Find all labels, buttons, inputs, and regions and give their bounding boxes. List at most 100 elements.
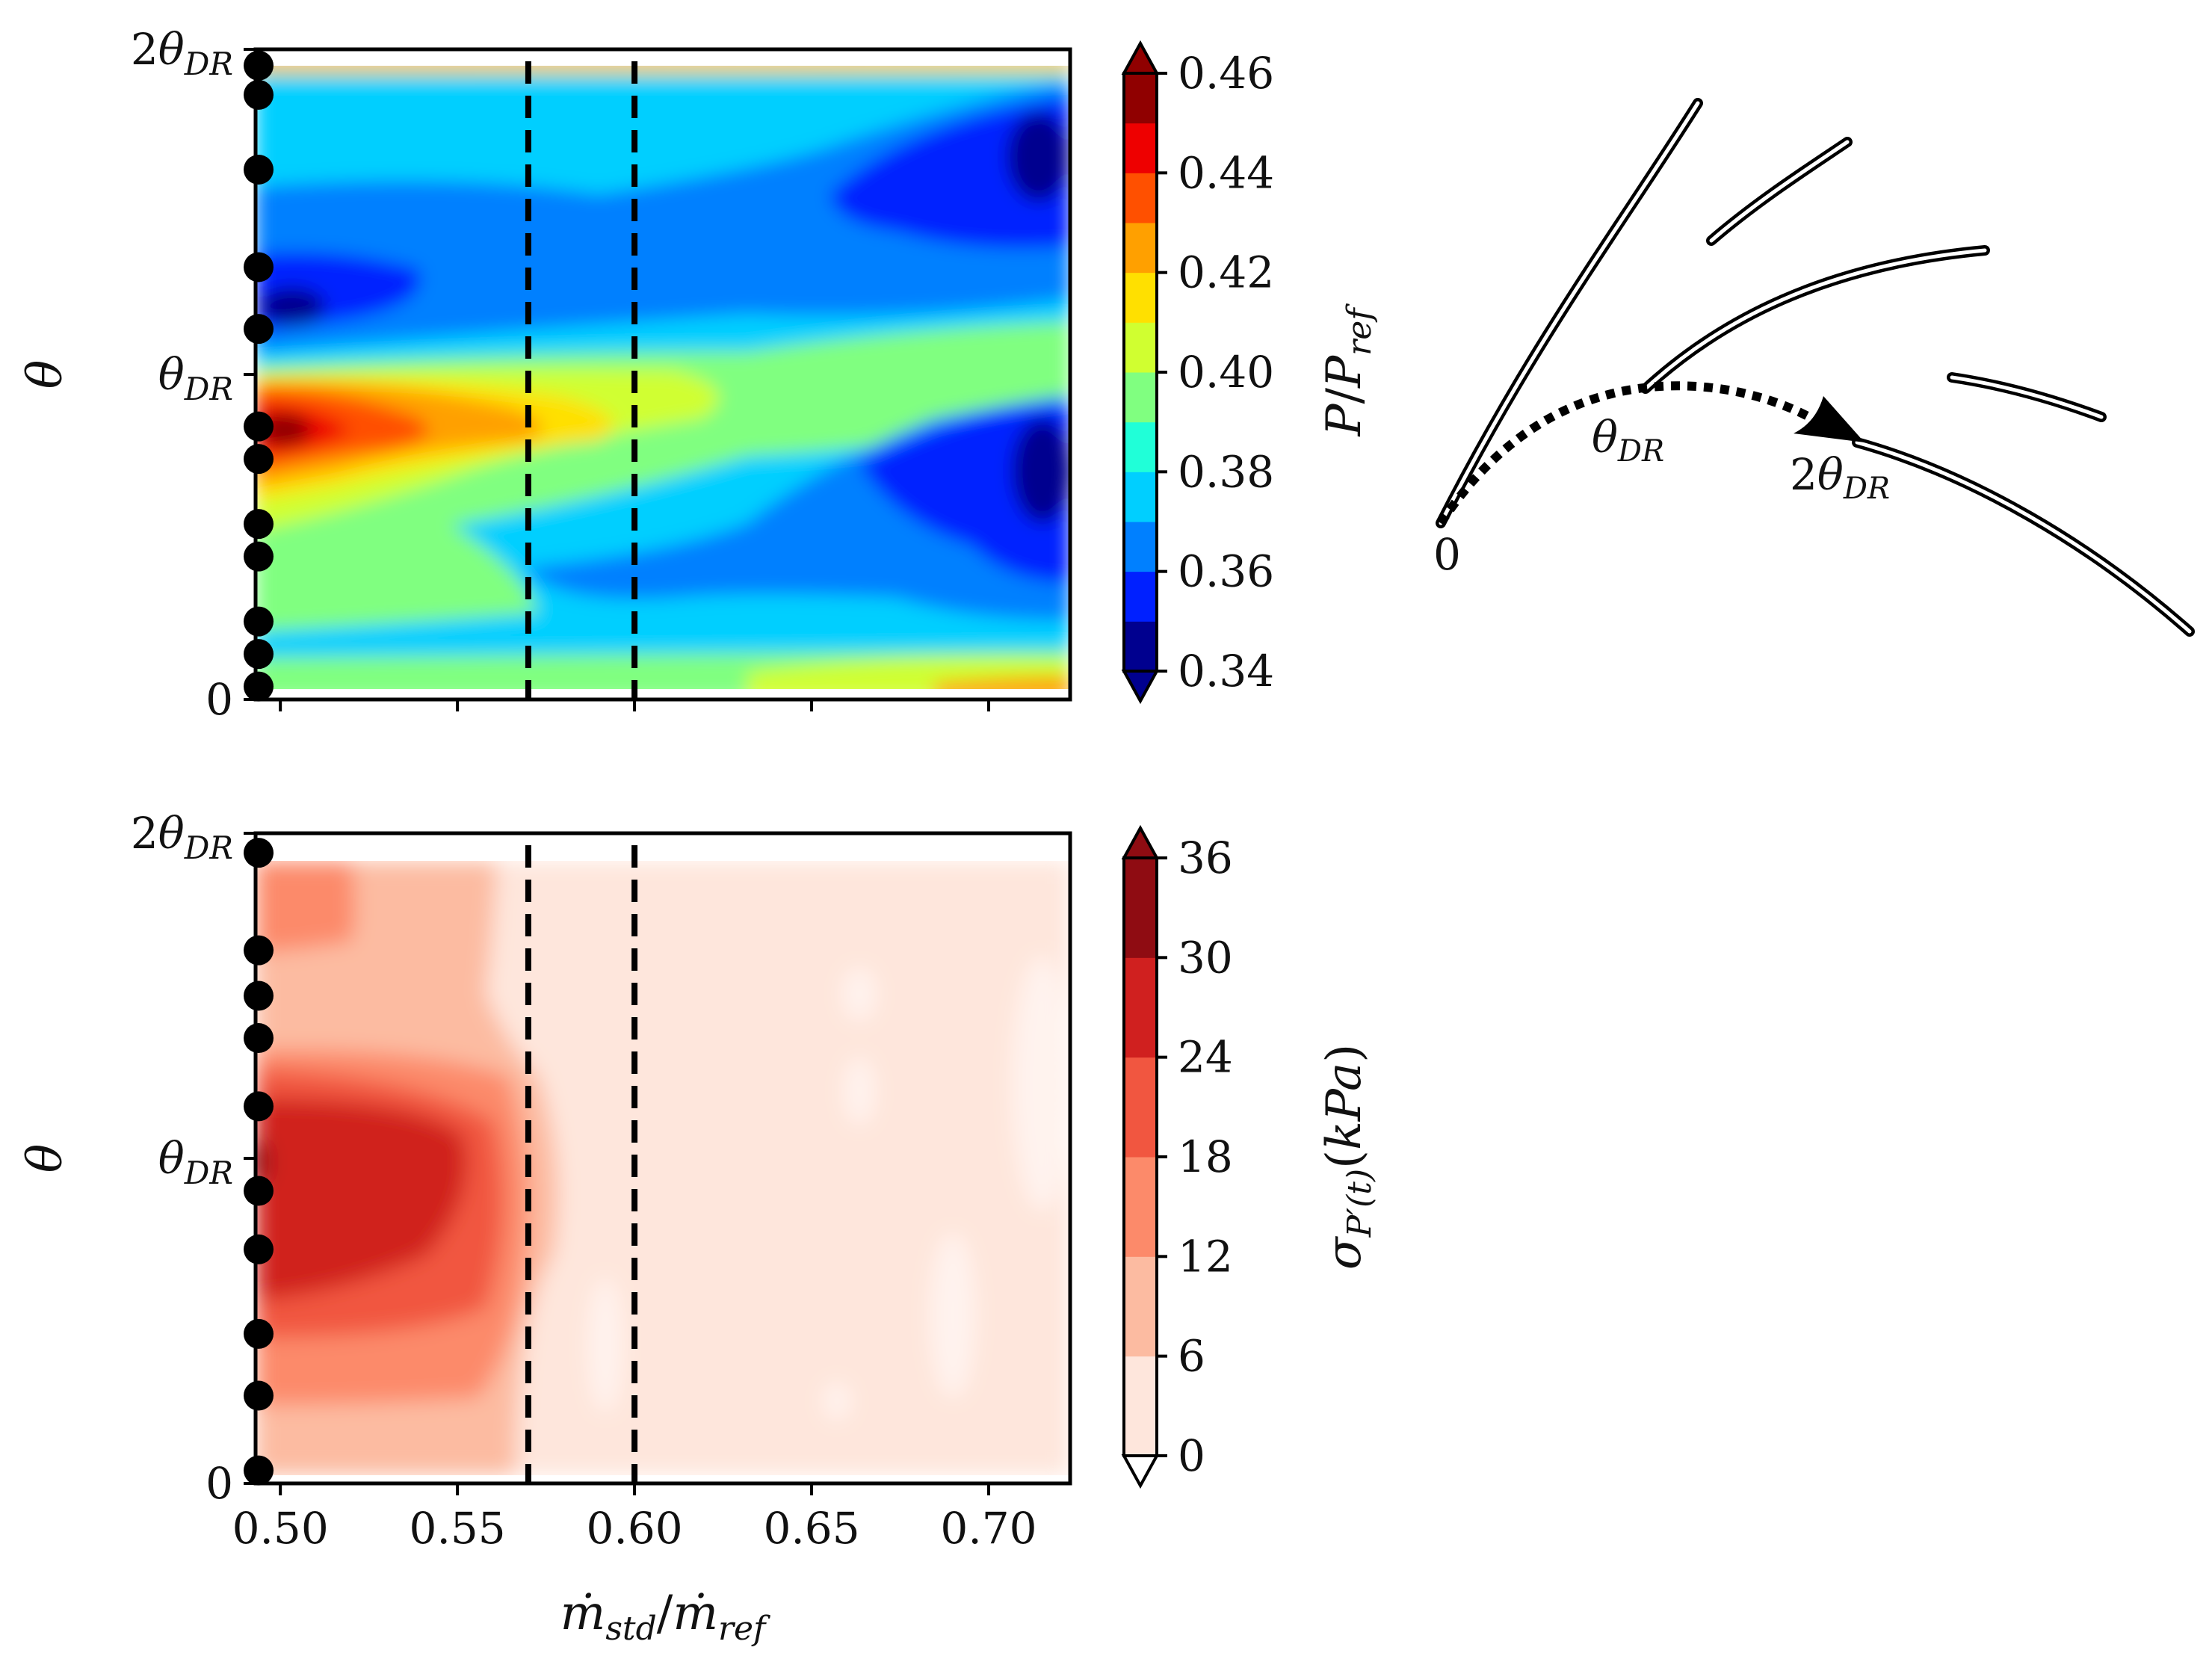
- fluctuation-contours: [256, 833, 1070, 1483]
- top-cbar-seg-3: [1124, 472, 1157, 522]
- fluct-region-peak: [256, 1140, 269, 1184]
- bot-cbar-tick-label-3: 18: [1178, 1131, 1233, 1182]
- bot-cbar-seg-1: [1124, 1256, 1157, 1357]
- blade-4: [1947, 372, 2107, 422]
- bot-xtick-label-2: 0.60: [587, 1503, 683, 1554]
- fluctuation-axes: 0.50 0.55 0.60 0.65 0.70 0 θDR 2θDR θ ṁstd/ṁref: [18, 808, 1037, 1648]
- bot-cbar-label: σP′(t)(kPa): [1317, 1044, 1379, 1270]
- top-ytick-label-0: 0: [206, 674, 233, 725]
- top-probe-5: [244, 411, 274, 442]
- pressure-region-upper-right-navy: [1007, 112, 1070, 202]
- mean-pressure-probe-markers: [244, 50, 274, 702]
- top-cbar-label: P/Pref: [1317, 303, 1379, 437]
- top-cbar-seg-2: [1124, 522, 1157, 572]
- top-cbar-seg-5: [1124, 372, 1157, 423]
- top-cbar-seg-11: [1124, 73, 1157, 124]
- fluctuation-operating-lines: [525, 845, 638, 1483]
- bot-ylabel: θ: [18, 1144, 73, 1173]
- fluct-region-blotch-5: [589, 1278, 622, 1412]
- top-probe-1: [244, 79, 274, 110]
- fluct-region-medium: [256, 861, 355, 953]
- bot-probe-8: [244, 1380, 274, 1411]
- bot-cbar-tick-label-6: 0: [1178, 1430, 1205, 1481]
- pitch-arc: [1436, 381, 1834, 526]
- blade-5: [1852, 437, 2195, 637]
- top-cbar-seg-10: [1124, 123, 1157, 173]
- top-cbar-tick-label-4: 0.38: [1178, 446, 1274, 497]
- blade-3: [1640, 245, 1990, 394]
- fluct-region-blotch-4: [1013, 957, 1070, 1211]
- top-cbar-extend-low: [1121, 670, 1160, 705]
- bot-cbar-tick-label-1: 30: [1178, 932, 1233, 983]
- fluct-region-blotch-6: [824, 1383, 850, 1420]
- bot-ytick-label-2: 2θDR: [131, 808, 233, 866]
- bot-probe-3: [244, 1023, 274, 1054]
- top-cbar-seg-0: [1124, 621, 1157, 672]
- pressure-region-lower-right-navy: [1013, 418, 1070, 523]
- blade-1: [1436, 98, 1703, 528]
- top-cbar-extend-high: [1121, 40, 1160, 75]
- fluct-region-blotch-1: [843, 968, 876, 1020]
- top-cbar-seg-6: [1124, 322, 1157, 373]
- top-ytick-label-2: 2θDR: [131, 24, 233, 82]
- bot-cbar-extend-high: [1121, 824, 1160, 859]
- bot-cbar-tick-label-5: 6: [1178, 1331, 1205, 1382]
- bot-probe-1: [244, 935, 274, 966]
- bot-ytick-label-0: 0: [206, 1458, 233, 1509]
- mean-pressure-panel: 0 θDR 2θDR θ 0.46 0.44 0.42 0.40 0.38 0.36 0.34 P/…: [18, 24, 1379, 725]
- bot-probe-6: [244, 1234, 274, 1264]
- bot-xlabel: ṁstd/ṁref: [560, 1586, 770, 1648]
- fluct-region-blotch-2: [844, 1057, 874, 1125]
- mean-pressure-axes: 0 θDR 2θDR θ: [18, 24, 990, 725]
- top-cbar-tick-label-5: 0.36: [1178, 546, 1274, 597]
- top-cbar-seg-4: [1124, 421, 1157, 472]
- bot-xtick-label-0: 0.50: [232, 1503, 329, 1554]
- top-cbar-seg-7: [1124, 272, 1157, 323]
- bot-cbar-seg-3: [1124, 1057, 1157, 1158]
- top-ytick-label-1: θDR: [158, 349, 233, 407]
- fluctuation-probe-markers: [244, 838, 274, 1486]
- top-probe-11: [244, 671, 274, 702]
- top-ylabel: θ: [18, 360, 73, 389]
- bot-cbar-seg-4: [1124, 957, 1157, 1058]
- fluct-region-blotch-3: [930, 1233, 975, 1397]
- top-probe-3: [244, 252, 274, 282]
- top-probe-2: [244, 154, 274, 185]
- fluctuation-colorbar: 36 30 24 18 12 6 0 σP′(t)(kPa): [1121, 824, 1379, 1489]
- bot-cbar-tick-label-0: 36: [1178, 833, 1233, 883]
- mean-pressure-contours: [256, 49, 1070, 699]
- top-probe-7: [244, 509, 274, 540]
- bot-probe-5: [244, 1176, 274, 1206]
- top-probe-9: [244, 606, 274, 637]
- bot-cbar-tick-label-2: 24: [1178, 1032, 1233, 1083]
- top-probe-10: [244, 639, 274, 670]
- fluct-region-intense: [256, 1099, 467, 1300]
- bot-probe-9: [244, 1455, 274, 1486]
- bot-cbar-seg-5: [1124, 858, 1157, 958]
- top-probe-6: [244, 444, 274, 475]
- bot-ytick-label-1: θDR: [158, 1133, 233, 1191]
- top-cbar-tick-label-6: 0.34: [1178, 646, 1274, 696]
- diagram-label-two-theta: 2θDR: [1790, 449, 1890, 506]
- pressure-region-upper-blue: [256, 82, 1070, 351]
- mean-pressure-colorbar: 0.46 0.44 0.42 0.40 0.38 0.36 0.34 P/Pref: [1121, 40, 1379, 705]
- pitch-arrow-head: [1794, 396, 1865, 442]
- top-cbar-tick-label-2: 0.42: [1178, 247, 1274, 298]
- bot-xtick-label-3: 0.65: [763, 1503, 859, 1554]
- top-probe-0: [244, 50, 274, 81]
- pressure-region-upper-cyan: [256, 60, 1070, 135]
- fluctuation-panel: 0.50 0.55 0.60 0.65 0.70 0 θDR 2θDR θ ṁstd/ṁref 3…: [18, 808, 1379, 1648]
- bot-probe-7: [244, 1318, 274, 1349]
- bot-probe-4: [244, 1091, 274, 1122]
- top-cbar-seg-1: [1124, 571, 1157, 622]
- pressure-region-upper-navy: [258, 288, 325, 325]
- blade-row-diagram: 0 θDR 2θDR: [1433, 98, 2195, 637]
- mean-pressure-operating-lines: [525, 61, 638, 699]
- diagram-label-zero: 0: [1433, 529, 1461, 580]
- bot-xtick-label-4: 0.70: [940, 1503, 1037, 1554]
- top-cbar-tick-label-1: 0.44: [1178, 147, 1274, 198]
- diagram-label-theta: θDR: [1592, 412, 1664, 469]
- top-cbar-tick-label-3: 0.40: [1178, 347, 1274, 398]
- top-probe-4: [244, 314, 274, 345]
